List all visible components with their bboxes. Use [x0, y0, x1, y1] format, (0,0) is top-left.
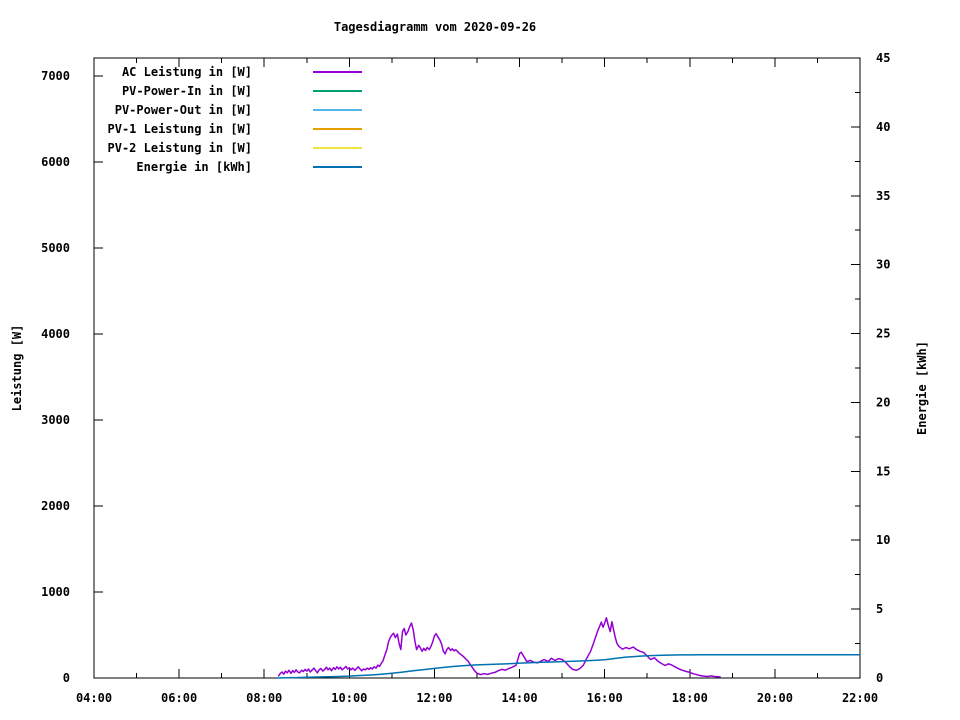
legend-label: PV-1 Leistung in [W]: [108, 122, 253, 136]
y-left-tick-label: 0: [63, 671, 70, 685]
legend-label: AC Leistung in [W]: [122, 65, 252, 79]
y-left-tick-label: 4000: [41, 327, 70, 341]
legend-label: PV-2 Leistung in [W]: [108, 141, 253, 155]
y-right-tick-label: 40: [876, 120, 890, 134]
y-left-tick-label: 6000: [41, 155, 70, 169]
x-tick-label: 06:00: [161, 691, 197, 705]
y-left-tick-label: 2000: [41, 499, 70, 513]
x-tick-label: 14:00: [501, 691, 537, 705]
x-tick-label: 20:00: [757, 691, 793, 705]
legend-label: PV-Power-In in [W]: [122, 84, 252, 98]
y-left-tick-label: 3000: [41, 413, 70, 427]
y-right-tick-label: 45: [876, 51, 890, 65]
chart-title: Tagesdiagramm vom 2020-09-26: [333, 20, 537, 34]
series-ac-leistung: [277, 617, 721, 678]
y-left-tick-label: 7000: [41, 69, 70, 83]
y-right-tick-label: 15: [876, 464, 890, 478]
x-tick-label: 12:00: [416, 691, 452, 705]
tick-labels: 04:00 06:00 08:00 10:00 12:00 14:00 16:00 18:00…: [41, 51, 890, 705]
x-tick-label: 22:00: [842, 691, 878, 705]
x-tick-label: 08:00: [246, 691, 282, 705]
y-right-tick-label: 10: [876, 533, 890, 547]
y-right-tick-label: 5: [876, 602, 883, 616]
y-right-tick-label: 25: [876, 327, 890, 341]
y-right-tick-label: 35: [876, 189, 890, 203]
x-tick-label: 16:00: [587, 691, 623, 705]
legend-label: PV-Power-Out in [W]: [115, 103, 252, 117]
y-left-tick-label: 1000: [41, 585, 70, 599]
x-tick-label: 10:00: [331, 691, 367, 705]
axes: [93, 57, 861, 679]
legend: AC Leistung in [W] PV-Power-In in [W] PV-P…: [108, 65, 362, 174]
y-right-tick-label: 0: [876, 671, 883, 685]
x-tick-label: 04:00: [76, 691, 112, 705]
y-left-tick-label: 5000: [41, 241, 70, 255]
y-right-tick-label: 30: [876, 258, 890, 272]
series-energie: [276, 653, 860, 679]
x-tick-label: 18:00: [672, 691, 708, 705]
legend-label: Energie in [kWh]: [136, 160, 252, 174]
y-right-tick-label: 20: [876, 395, 890, 409]
